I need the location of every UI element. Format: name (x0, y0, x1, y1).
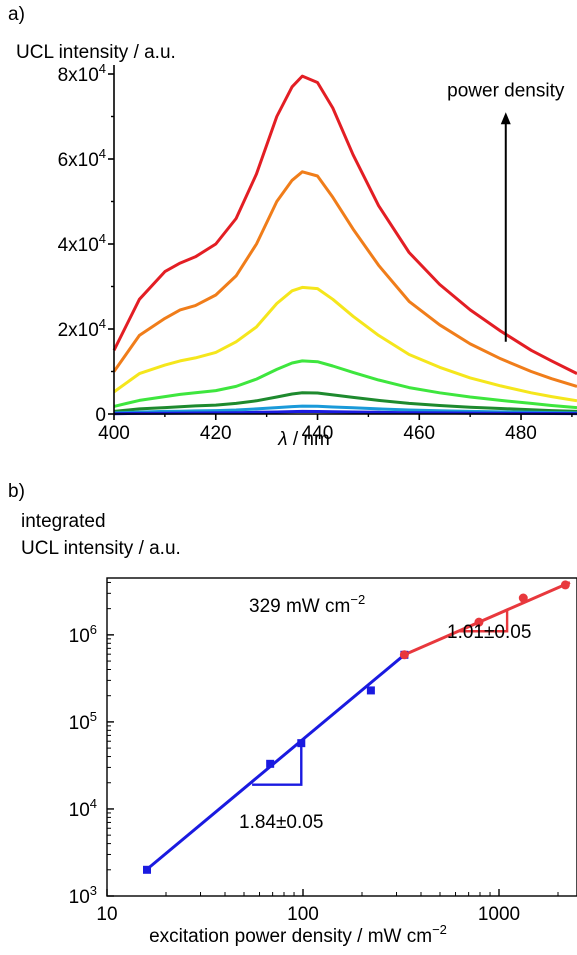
y-tick-exp: 4 (99, 316, 106, 331)
blue-slope-triangle (252, 743, 303, 786)
threshold-annotation: 329 mW cm−2 (249, 592, 365, 617)
y-tick-exp: 4 (99, 231, 106, 246)
panel-b: b) integrated UCL intensity / a.u. 10310… (8, 481, 577, 947)
panel-b-label: b) (8, 481, 25, 502)
panel-b-y-tick-label: 104 (69, 796, 97, 821)
y-tick-base: 2x10 (58, 320, 99, 341)
panel-b-ylabel-line2: UCL intensity / a.u. (21, 538, 181, 559)
y-tick-exp: 5 (90, 709, 97, 724)
red-data-point (399, 650, 409, 660)
panel-a-series-group (112, 74, 577, 416)
panel-b-slope-triangles (252, 609, 509, 786)
panel-b-xlabel-text: excitation power density / mW cm (149, 926, 432, 947)
panel-b-data-points (143, 580, 570, 874)
spectrum-line-4 (113, 359, 577, 410)
y-tick-exp: 4 (99, 61, 106, 76)
panel-a-xlabel-unit: / nm (288, 429, 330, 450)
y-tick-base: 8x10 (58, 65, 99, 86)
panel-b-x-ticks: 10 100 1000 (96, 889, 559, 925)
y-tick-base: 4x10 (58, 235, 99, 256)
red-slope-annotation: 1.01±0.05 (447, 622, 531, 643)
y-tick-exp: 6 (90, 622, 97, 637)
spectrum-line-1 (112, 74, 577, 375)
spectrum-line-6 (113, 404, 577, 415)
red-data-point (518, 593, 528, 603)
panel-a-x-tick-label: 460 (403, 423, 435, 444)
panel-a-xlabel-symbol: λ (277, 429, 287, 450)
blue-data-point (297, 739, 306, 748)
y-tick-base: 6x10 (58, 150, 99, 171)
y-tick-exp: 4 (99, 146, 106, 161)
panel-a: a) UCL intensity / a.u. 02x1044x1046x104… (8, 4, 577, 450)
panel-b-y-tick-label: 103 (69, 883, 97, 908)
spectrum-line-3 (113, 285, 577, 403)
panel-a-y-tick-label: 0 (95, 405, 106, 426)
panel-b-x-tick-label: 1000 (478, 904, 520, 925)
panel-b-xlabel-exp: −2 (432, 922, 447, 937)
red-data-point (474, 617, 484, 627)
panel-b-xlabel: excitation power density / mW cm−2 (149, 922, 447, 947)
blue-fit-line (146, 653, 406, 871)
y-tick-base: 10 (69, 887, 90, 908)
blue-data-point (366, 686, 375, 695)
y-tick-base: 10 (69, 626, 90, 647)
panel-a-x-tick-label: 480 (505, 423, 537, 444)
threshold-annotation-exp: −2 (350, 592, 365, 607)
panel-a-x-ticks: 400 420 440 460 480 (98, 414, 573, 444)
y-tick-exp: 3 (90, 883, 97, 898)
panel-b-y-tick-label: 105 (69, 709, 97, 734)
y-tick-base: 10 (69, 800, 90, 821)
panel-b-ylabel-line1: integrated (21, 511, 106, 532)
panel-a-y-tick-label: 4x104 (58, 231, 106, 256)
panel-a-y-tick-label: 8x104 (58, 61, 106, 86)
panel-a-x-tick-label: 440 (302, 423, 334, 444)
panel-a-ylabel: UCL intensity / a.u. (16, 42, 176, 63)
panel-b-frame (106, 577, 577, 897)
panel-a-y-tick-label: 6x104 (58, 146, 106, 171)
panel-b-x-tick-label: 10 (96, 904, 117, 925)
threshold-annotation-text: 329 mW cm (249, 596, 350, 617)
y-tick-base: 10 (69, 713, 90, 734)
panel-a-xlabel: λ / nm (277, 429, 330, 450)
panel-a-y-tick-label: 2x104 (58, 316, 106, 341)
spectrum-line-5 (113, 391, 577, 413)
red-slope-triangle (459, 609, 509, 633)
panel-a-x-tick-label: 420 (200, 423, 232, 444)
y-tick-exp: 4 (90, 796, 97, 811)
spectrum-line-2 (112, 170, 577, 388)
power-density-arrow-head (500, 112, 511, 125)
panel-b-fit-lines (146, 581, 571, 871)
panel-b-x-tick-label: 100 (287, 904, 319, 925)
panel-b-y-tick-label: 106 (69, 622, 97, 647)
blue-slope-annotation: 1.84±0.05 (239, 812, 323, 833)
blue-data-point (266, 759, 275, 768)
power-density-label: power density (447, 80, 565, 101)
red-fit-line (403, 581, 571, 657)
panel-a-x-tick-label: 400 (98, 423, 130, 444)
blue-data-point (143, 865, 152, 874)
panel-a-label: a) (8, 4, 25, 25)
red-data-point (560, 580, 570, 590)
